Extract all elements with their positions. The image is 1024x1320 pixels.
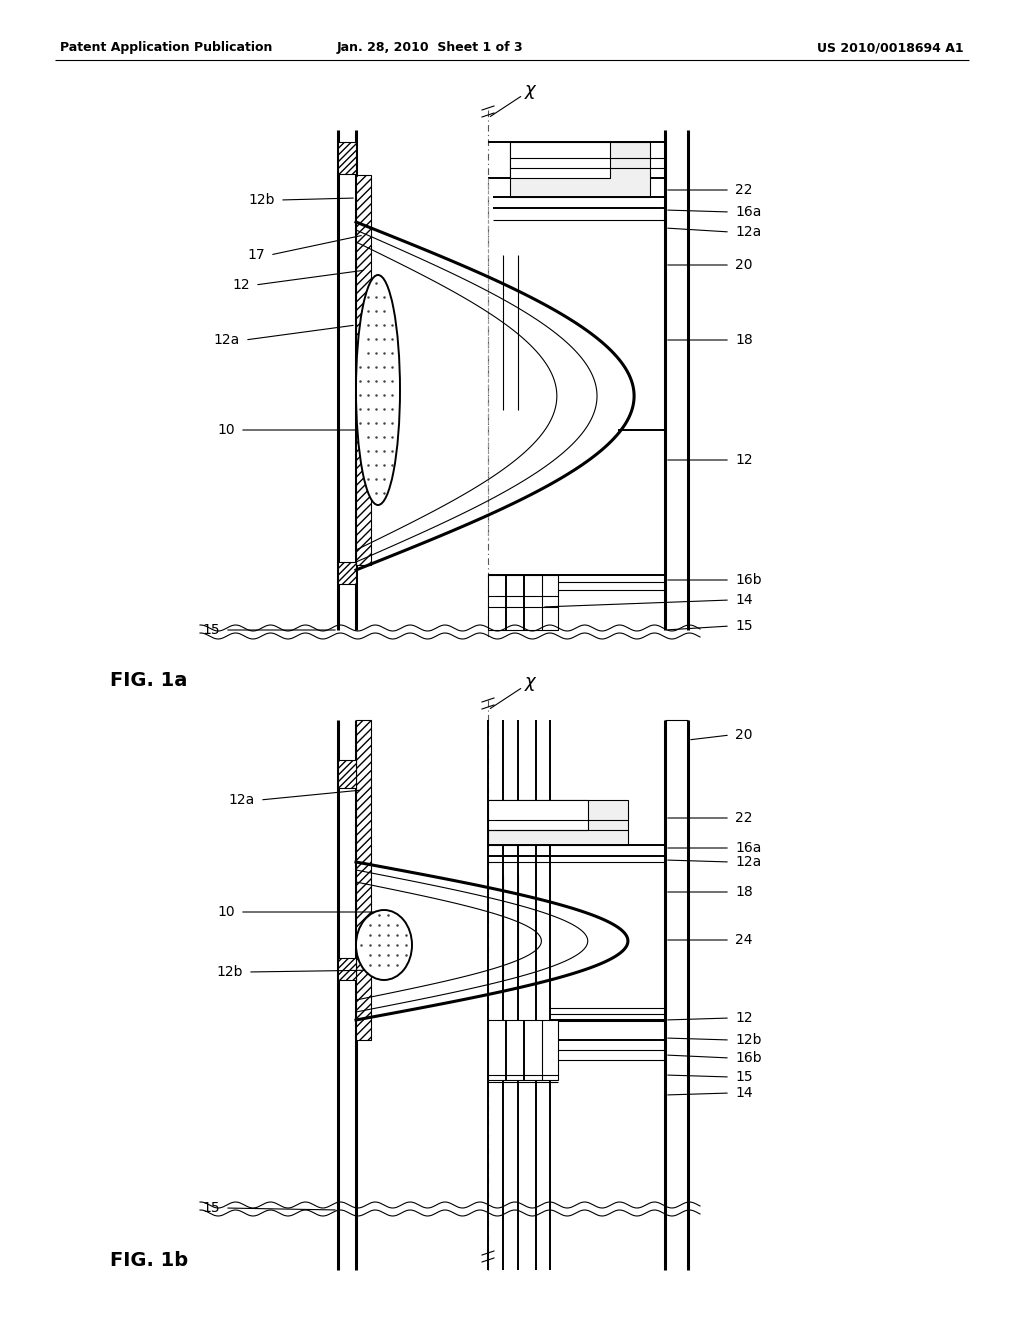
Text: 20: 20 xyxy=(735,729,753,742)
Text: FIG. 1a: FIG. 1a xyxy=(110,671,187,689)
Text: 14: 14 xyxy=(735,593,753,607)
Text: 12: 12 xyxy=(735,1011,753,1026)
Text: 17: 17 xyxy=(248,248,265,261)
Text: 22: 22 xyxy=(735,183,753,197)
Text: 15: 15 xyxy=(735,1071,753,1084)
Text: χ: χ xyxy=(525,81,536,99)
Text: χ: χ xyxy=(525,673,536,690)
Text: Jan. 28, 2010  Sheet 1 of 3: Jan. 28, 2010 Sheet 1 of 3 xyxy=(337,41,523,54)
Text: FIG. 1b: FIG. 1b xyxy=(110,1250,188,1270)
Bar xyxy=(488,576,558,630)
Text: Patent Application Publication: Patent Application Publication xyxy=(60,41,272,54)
Text: 20: 20 xyxy=(735,257,753,272)
Ellipse shape xyxy=(356,275,400,506)
Text: 12a: 12a xyxy=(228,793,255,807)
Text: 12b: 12b xyxy=(735,1034,762,1047)
Bar xyxy=(510,143,650,197)
Text: 12a: 12a xyxy=(735,224,761,239)
Text: 18: 18 xyxy=(735,884,753,899)
Text: 18: 18 xyxy=(735,333,753,347)
Text: 10: 10 xyxy=(217,422,234,437)
Bar xyxy=(338,958,356,979)
Bar xyxy=(356,176,371,565)
Ellipse shape xyxy=(356,909,412,979)
Text: 12b: 12b xyxy=(249,193,275,207)
Text: 16b: 16b xyxy=(735,573,762,587)
Text: 12b: 12b xyxy=(216,965,243,979)
Text: 15: 15 xyxy=(203,1201,220,1214)
Text: 10: 10 xyxy=(217,906,234,919)
Text: 12a: 12a xyxy=(214,333,240,347)
Bar xyxy=(510,143,610,178)
Text: 15: 15 xyxy=(735,619,753,634)
Text: 12a: 12a xyxy=(735,855,761,869)
Text: 16b: 16b xyxy=(735,1051,762,1065)
Text: 22: 22 xyxy=(735,810,753,825)
Bar xyxy=(488,1020,558,1080)
Bar xyxy=(338,562,356,583)
Text: 24: 24 xyxy=(735,933,753,946)
Text: 16a: 16a xyxy=(735,205,762,219)
Text: 12: 12 xyxy=(232,279,250,292)
Bar xyxy=(488,800,628,845)
Bar xyxy=(488,800,588,830)
Text: 14: 14 xyxy=(735,1086,753,1100)
Text: 12: 12 xyxy=(735,453,753,467)
Bar xyxy=(338,760,356,788)
Text: 16a: 16a xyxy=(735,841,762,855)
Bar xyxy=(338,143,356,174)
Bar xyxy=(356,719,371,1040)
Text: US 2010/0018694 A1: US 2010/0018694 A1 xyxy=(817,41,964,54)
Text: 15: 15 xyxy=(203,623,220,638)
